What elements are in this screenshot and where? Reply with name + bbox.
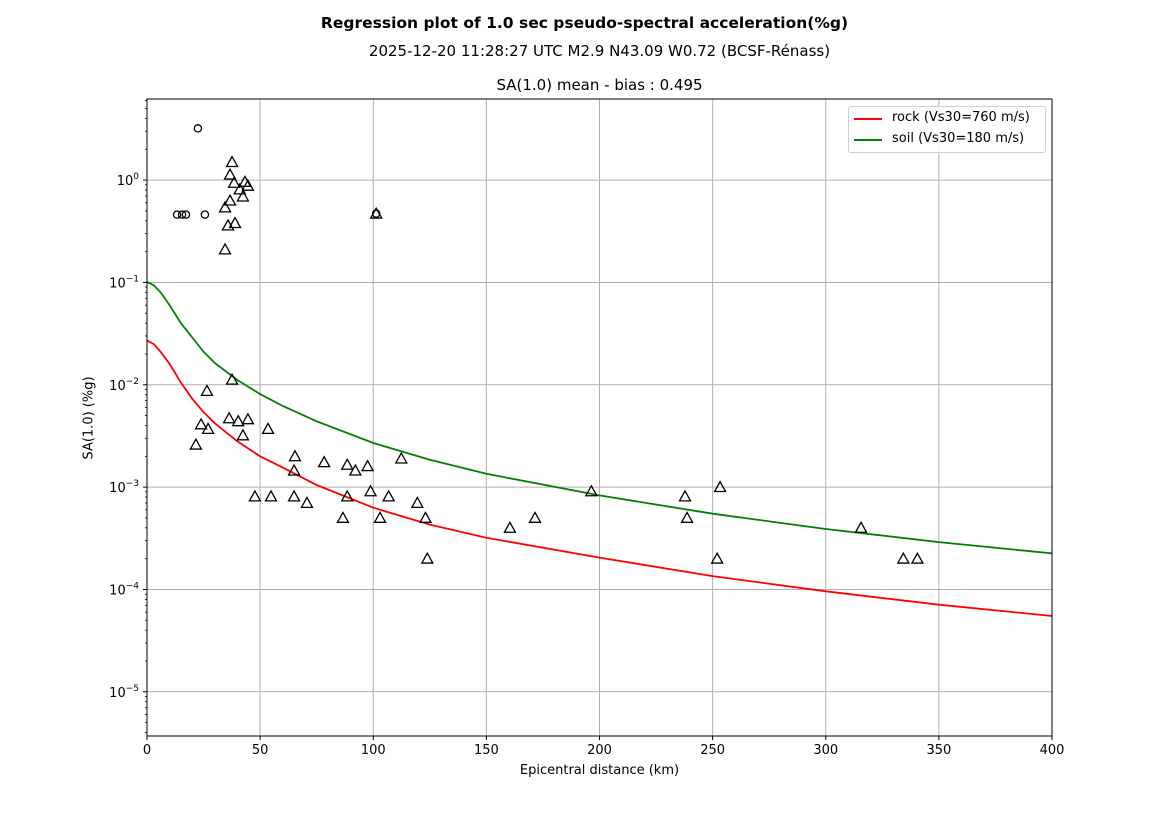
data-point-triangle <box>231 414 245 427</box>
data-point-triangle <box>382 489 396 502</box>
x-axis-label: Epicentral distance (km) <box>519 763 680 778</box>
data-point-triangle <box>225 372 239 385</box>
x-tick-label: 0 <box>143 743 151 758</box>
legend-item-rock: rock (Vs30=760 m/s) <box>849 108 1045 128</box>
data-point-triangle <box>248 489 262 502</box>
data-point-triangle <box>236 428 250 441</box>
x-tick-label: 250 <box>700 743 725 758</box>
data-point-triangle <box>261 422 275 435</box>
data-point-triangle <box>317 455 331 468</box>
y-tick-label: 100 <box>117 172 140 189</box>
data-point-circle <box>181 210 191 219</box>
data-point-triangle <box>896 551 910 564</box>
data-point-triangle <box>194 417 208 430</box>
data-points <box>172 124 924 564</box>
y-axis-label: SA(1.0) (%g) <box>81 376 97 460</box>
legend-item-soil: soil (Vs30=180 m/s) <box>849 129 1045 149</box>
y-tick-label: 10−4 <box>109 581 139 598</box>
data-point-triangle <box>201 422 215 435</box>
data-point-triangle <box>218 200 232 213</box>
y-tick-label: 10−2 <box>109 377 139 394</box>
regression-curves <box>146 281 1053 617</box>
data-point-triangle <box>584 484 598 497</box>
data-point-triangle <box>348 463 362 476</box>
data-point-triangle <box>221 218 235 231</box>
axes-title: SA(1.0) mean - bias : 0.495 <box>496 76 703 94</box>
data-point-triangle <box>222 411 236 424</box>
data-point-triangle <box>227 176 241 188</box>
series-line-rock <box>146 339 1053 617</box>
x-tick-label: 200 <box>587 743 612 758</box>
x-tick-label: 300 <box>813 743 838 758</box>
data-point-triangle <box>287 463 301 476</box>
data-point-circle <box>193 124 203 133</box>
legend-swatch-rock <box>854 118 882 120</box>
y-tick-label: 10−5 <box>109 684 139 701</box>
data-point-triangle <box>710 551 724 564</box>
data-point-triangle <box>418 511 433 523</box>
data-point-triangle <box>287 489 301 502</box>
data-point-triangle <box>363 484 378 497</box>
data-point-triangle <box>910 551 924 564</box>
data-point-triangle <box>264 489 278 502</box>
axes-frame <box>146 98 1053 737</box>
data-point-triangle <box>218 242 232 255</box>
data-point-triangle <box>228 216 242 229</box>
data-point-triangle <box>233 182 247 195</box>
data-point-triangle <box>340 489 354 502</box>
y-tick-label: 10−3 <box>109 479 139 496</box>
data-point-triangle <box>503 521 517 533</box>
grid-lines <box>147 99 1052 736</box>
legend-swatch-soil <box>854 139 882 141</box>
data-point-triangle <box>420 551 434 564</box>
legend-label-soil: soil (Vs30=180 m/s) <box>892 131 1025 146</box>
data-point-triangle <box>223 193 237 206</box>
data-point-triangle <box>410 496 424 509</box>
data-point-triangle <box>394 451 408 464</box>
data-point-triangle <box>288 449 302 462</box>
data-point-triangle <box>225 155 239 168</box>
x-tick-label: 100 <box>361 743 386 758</box>
x-tick-label: 50 <box>252 743 269 758</box>
x-tick-label: 400 <box>1040 743 1065 758</box>
data-point-triangle <box>241 178 255 191</box>
data-point-triangle <box>340 458 354 470</box>
data-point-triangle <box>200 384 214 397</box>
chart-subtitle: 2025-12-20 11:28:27 UTC M2.9 N43.09 W0.7… <box>368 42 831 60</box>
data-point-triangle <box>678 489 692 502</box>
data-point-circle <box>200 210 210 219</box>
x-tick-label: 150 <box>474 743 499 758</box>
data-point-triangle <box>236 189 250 202</box>
data-point-triangle <box>854 521 868 533</box>
axis-ticks: 0 50 100 150 200 250 300 350 400 100 10−1 10−2 10−3 1… <box>109 172 1064 758</box>
data-point-triangle <box>373 511 387 523</box>
data-point-triangle <box>369 206 383 219</box>
x-tick-label: 350 <box>926 743 951 758</box>
series-line-soil <box>146 281 1053 555</box>
data-point-triangle <box>189 437 203 450</box>
chart-title: Regression plot of 1.0 sec pseudo-spectr… <box>320 14 849 32</box>
data-point-triangle <box>241 412 255 425</box>
legend: rock (Vs30=760 m/s) soil (Vs30=180 m/s) <box>848 106 1046 153</box>
data-point-triangle <box>713 480 727 493</box>
data-point-circle <box>172 210 182 219</box>
y-tick-label: 10−1 <box>109 274 139 291</box>
data-point-triangle <box>223 167 237 180</box>
data-point-triangle <box>528 511 542 523</box>
data-point-triangle <box>680 511 694 523</box>
legend-label-rock: rock (Vs30=760 m/s) <box>892 110 1030 125</box>
data-point-triangle <box>336 511 350 523</box>
data-point-triangle <box>360 459 375 472</box>
data-point-triangle <box>300 496 314 509</box>
data-point-circle <box>177 210 187 219</box>
